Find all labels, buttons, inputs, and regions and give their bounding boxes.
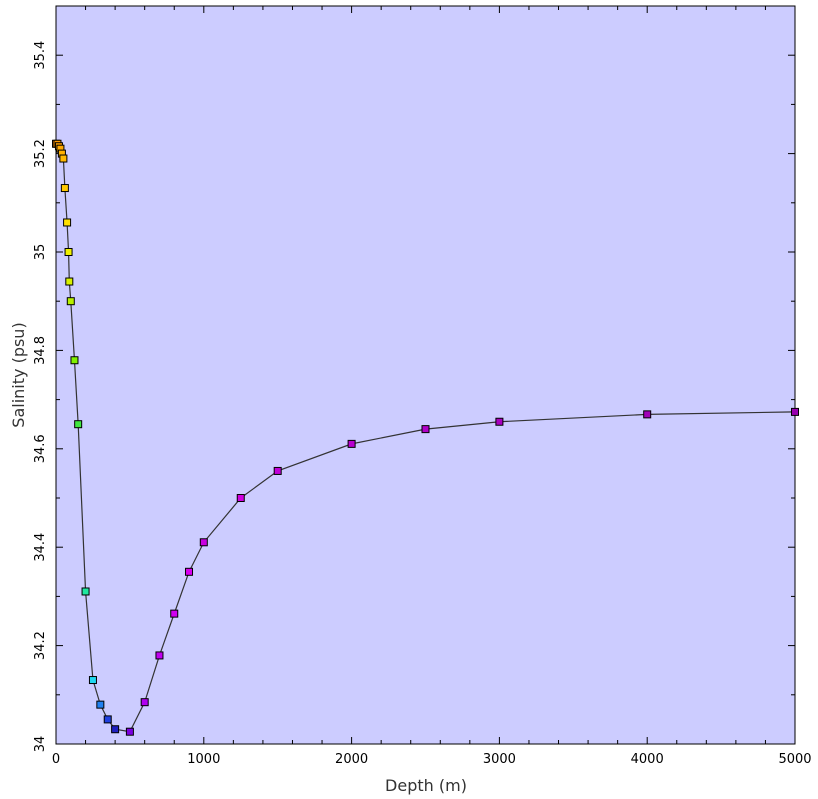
data-point-marker <box>103 715 112 724</box>
y-axis: 34 34.2 34.4 34.6 34.8 35 35.2 35.4 <box>33 41 795 753</box>
data-point-marker <box>81 587 90 596</box>
data-point-marker <box>65 277 74 286</box>
data-point-marker <box>185 567 194 576</box>
data-point-marker <box>347 439 356 448</box>
data-point-marker <box>273 466 282 475</box>
x-tick-label: 5000 <box>778 752 811 767</box>
y-tick-label: 34 <box>33 736 48 753</box>
series-markers <box>52 139 799 736</box>
y-tick-label: 34.2 <box>33 631 48 660</box>
data-point-marker <box>60 184 69 193</box>
x-tick-label: 0 <box>52 752 60 767</box>
data-point-marker <box>199 538 208 547</box>
y-tick-label: 34.4 <box>33 533 48 562</box>
x-tick-label: 1000 <box>187 752 220 767</box>
data-point-marker <box>70 356 79 365</box>
data-point-marker <box>59 154 68 163</box>
x-tick-label: 4000 <box>631 752 664 767</box>
data-point-marker <box>88 676 97 685</box>
data-point-marker <box>236 494 245 502</box>
data-point-marker <box>643 410 652 419</box>
data-point-marker <box>74 420 83 429</box>
data-point-marker <box>791 407 799 416</box>
data-point-marker <box>111 725 120 734</box>
y-tick-label: 35 <box>33 244 48 261</box>
data-point-marker <box>63 218 72 227</box>
x-axis-title: Depth (m) <box>385 776 467 795</box>
data-point-marker <box>495 417 504 426</box>
x-tick-label: 3000 <box>483 752 516 767</box>
y-tick-label: 35.4 <box>33 41 48 70</box>
data-point-marker <box>96 700 105 709</box>
x-tick-label: 2000 <box>335 752 368 767</box>
data-point-marker <box>140 698 149 707</box>
plot-area <box>55 5 796 745</box>
data-point-marker <box>155 651 164 660</box>
data-point-marker <box>170 609 179 618</box>
y-tick-label: 35.2 <box>33 139 48 168</box>
data-point-marker <box>66 297 75 306</box>
data-point-marker <box>64 248 73 256</box>
data-point-marker <box>421 425 430 434</box>
y-tick-label: 34.6 <box>33 434 48 463</box>
y-axis-title: Salinity (psu) <box>9 322 28 427</box>
y-tick-label: 34.8 <box>33 336 48 365</box>
x-axis: 0 1000 2000 3000 4000 5000 <box>52 6 812 767</box>
data-point-marker <box>125 727 134 736</box>
